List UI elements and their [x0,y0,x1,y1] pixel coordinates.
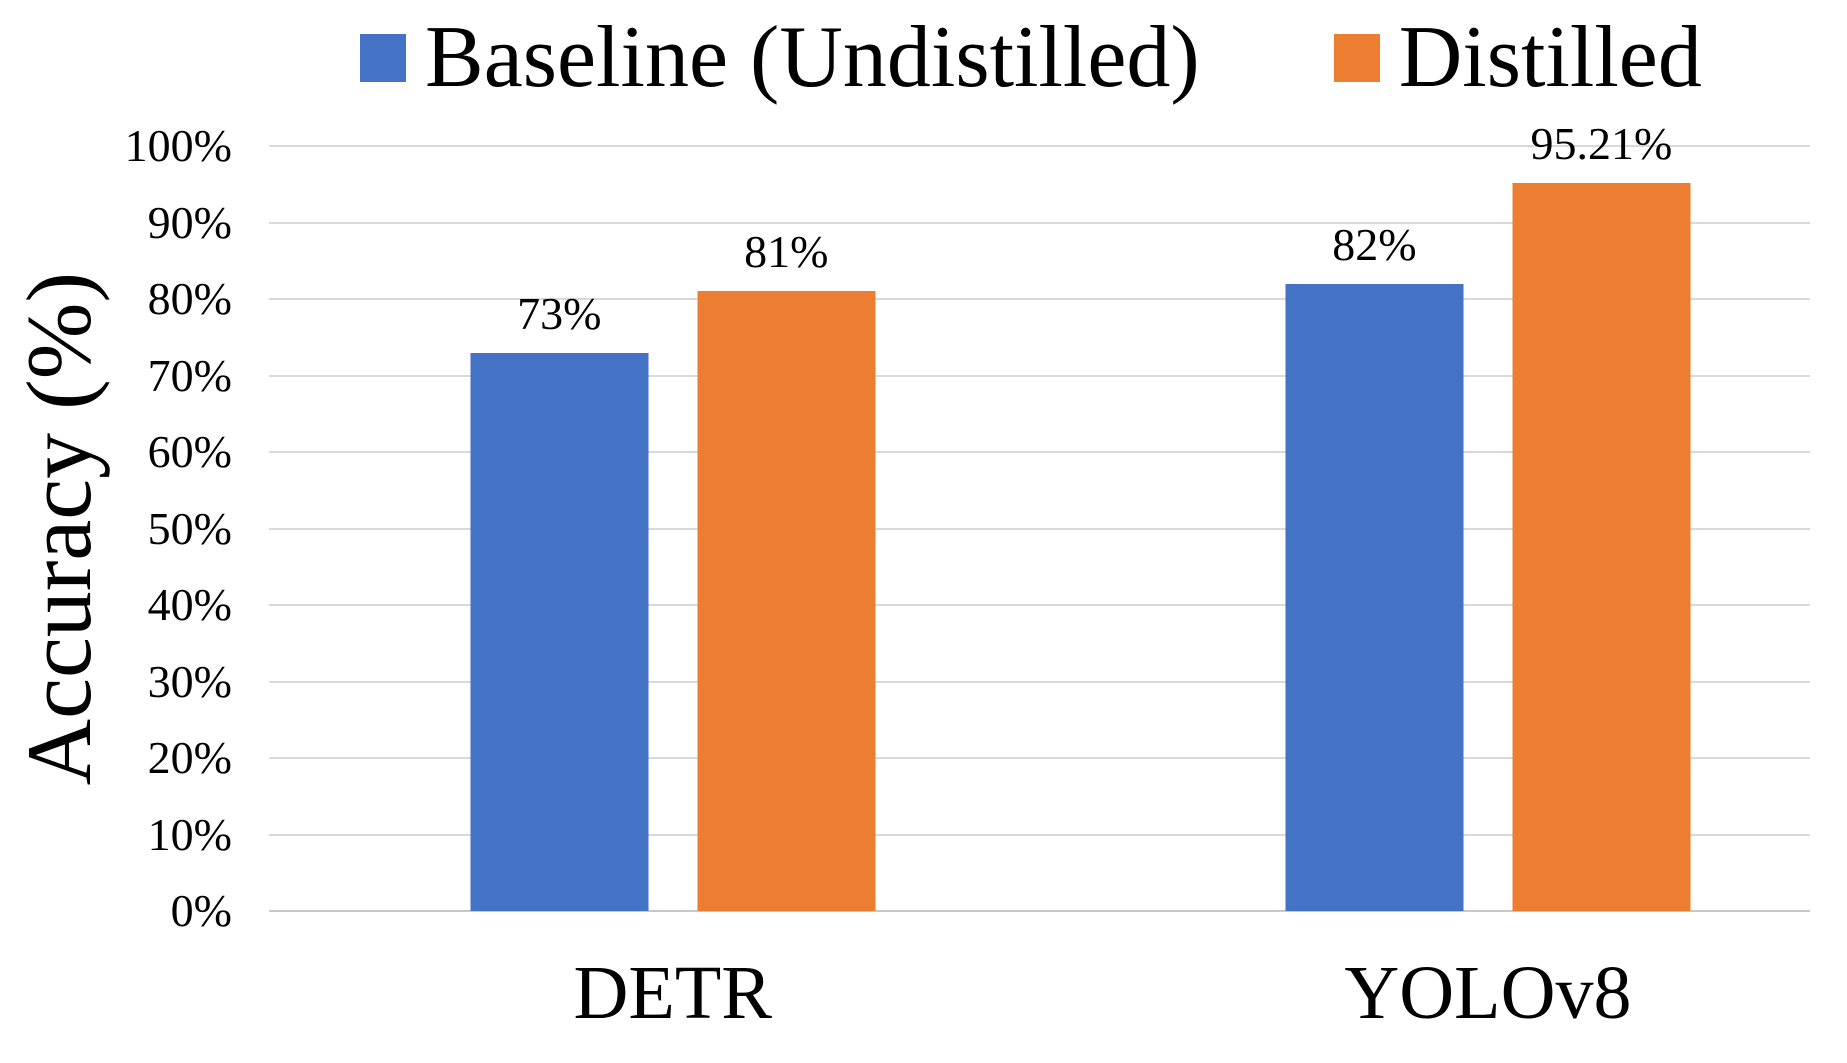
y-tick-label: 10% [147,808,232,860]
y-tick-label: 40% [147,579,232,630]
y-tick-label: 80% [147,273,232,324]
x-axis-line [269,910,1810,912]
y-tick-label: 90% [147,196,232,248]
gridline [269,680,1810,683]
x-axis-label-detr: DETR [573,951,772,1035]
plot-area: 73% 81% 82% 95.21% [269,120,1810,912]
y-tick-label: 50% [147,502,232,554]
gridline [269,527,1810,530]
gridline [269,757,1810,759]
bar-value-label: 95.21% [1530,117,1673,169]
bar-yolov8-baseline [1285,283,1464,911]
gridline [269,145,1810,147]
gridline [269,451,1810,453]
bar-wrap: 73% [470,287,649,911]
bar-group-detr: 73% 81% [470,226,876,911]
gridline [269,604,1810,606]
gridline [269,833,1810,836]
y-axis-ticks: 0% 10% 20% 30% 40% 50% 60% 70% 80% 90% 100% [0,123,232,934]
x-axis-labels: DETR YOLOv8 [269,951,1810,1052]
legend-label-baseline: Baseline (Undistilled) [425,9,1200,106]
bar-group-yolov8: 82% 95.21% [1285,117,1691,911]
legend: Baseline (Undistilled) Distilled [360,6,1702,110]
y-tick-label: 60% [147,426,232,477]
bar-value-label: 82% [1332,218,1417,270]
y-tick-label: 100% [124,120,232,171]
legend-swatch-distilled [1333,34,1380,82]
bar-detr-baseline [470,352,649,911]
gridline [269,298,1810,300]
legend-swatch-baseline [360,34,406,82]
legend-item-distilled: Distilled [1333,9,1702,106]
bar-value-label: 81% [744,226,829,278]
y-tick-label: 20% [147,732,232,783]
legend-item-baseline: Baseline (Undistilled) [360,14,1200,102]
bar-yolov8-distilled [1512,182,1691,911]
gridline [269,221,1810,224]
y-tick-label: 0% [170,885,232,936]
bar-detr-distilled [697,291,876,911]
x-axis-label-yolov8: YOLOv8 [1344,951,1632,1035]
gridline [269,374,1810,377]
y-tick-label: 30% [147,655,232,707]
legend-label-distilled: Distilled [1398,9,1702,106]
bar-value-label: 73% [517,287,602,339]
bar-wrap: 82% [1285,218,1464,911]
y-tick-label: 70% [147,349,232,401]
bar-wrap: 81% [697,226,876,911]
bar-wrap: 95.21% [1512,117,1691,911]
